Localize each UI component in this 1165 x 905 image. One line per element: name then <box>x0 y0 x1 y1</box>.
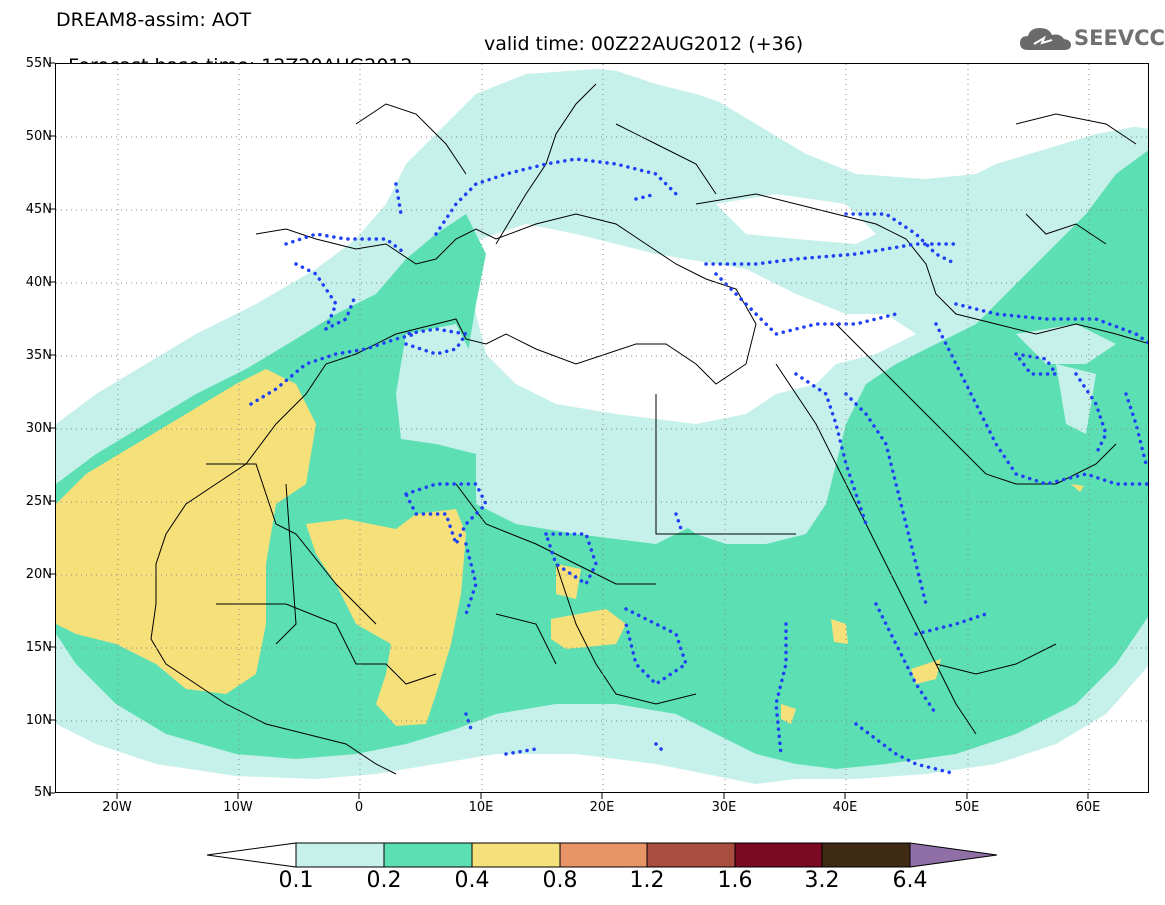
lat-label: 40N <box>25 275 52 290</box>
lat-label: 25N <box>25 494 52 509</box>
lon-label: 40E <box>832 800 858 815</box>
lon-label: 60E <box>1075 800 1101 815</box>
colorbar-segment <box>471 842 561 868</box>
colorbar-segment <box>646 842 736 868</box>
colorbar-segment <box>559 842 648 868</box>
aot-region-mid <box>56 150 1148 769</box>
colorbar-segment <box>383 842 473 868</box>
colorbar-segment <box>206 842 297 868</box>
aot-region-high <box>56 369 316 694</box>
colorbar <box>206 842 998 868</box>
lon-label: 20E <box>589 800 615 815</box>
lat-label: 30N <box>25 421 52 436</box>
lon-label: 10W <box>223 800 253 815</box>
coastlines <box>150 83 1148 775</box>
lon-label: 20W <box>102 800 132 815</box>
aot-map <box>55 63 1149 793</box>
dotted-contours <box>249 157 1148 776</box>
colorbar-segment <box>821 842 911 868</box>
colorbar-label: 0.1 <box>278 868 314 893</box>
valid-time-text: valid time: 00Z22AUG2012 (+36) <box>484 33 804 55</box>
colorbar-label: 0.4 <box>454 868 490 893</box>
logo-text: SEEVCCC <box>1074 26 1165 50</box>
colorbar-label: 1.2 <box>629 868 665 893</box>
cloud-icon <box>1020 28 1071 50</box>
colorbar-label: 0.8 <box>542 868 578 893</box>
lat-label: 20N <box>25 567 52 582</box>
lat-label: 10N <box>25 713 52 728</box>
lon-label: 50E <box>954 800 980 815</box>
lat-label: 55N <box>25 56 52 71</box>
title-line: DREAM8-assim: AOT <box>56 9 252 31</box>
lat-label: 45N <box>25 202 52 217</box>
colorbar-segment <box>295 842 385 868</box>
colorbar-label: 6.4 <box>892 868 928 893</box>
graticule <box>56 64 1148 792</box>
lat-label: 15N <box>25 640 52 655</box>
colorbar-label: 3.2 <box>804 868 840 893</box>
lon-label: 0 <box>354 800 364 815</box>
map-canvas <box>56 64 1148 792</box>
lat-label: 50N <box>25 129 52 144</box>
lon-label: 30E <box>711 800 737 815</box>
lat-label: 5N <box>34 785 52 800</box>
colorbar-label: 0.2 <box>366 868 402 893</box>
colorbar-label: 1.6 <box>717 868 753 893</box>
colorbar-segment <box>734 842 823 868</box>
colorbar-segment <box>909 842 998 868</box>
lon-label: 10E <box>468 800 494 815</box>
lat-label: 35N <box>25 348 52 363</box>
seevccc-logo: SEEVCCC <box>1018 24 1165 54</box>
